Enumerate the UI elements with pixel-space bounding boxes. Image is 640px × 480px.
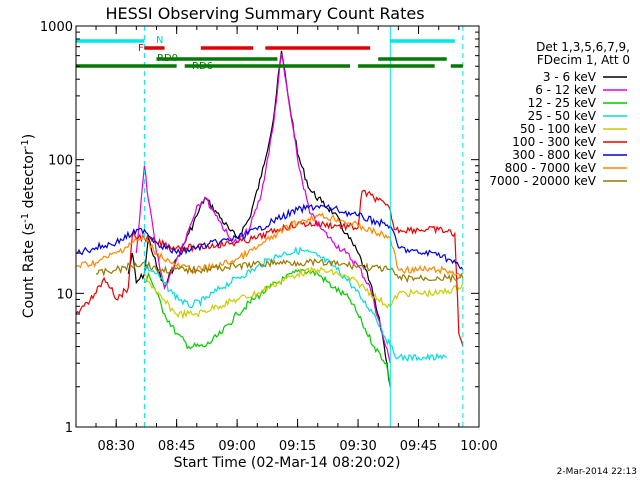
- legend-label-5: 100 - 300 keV: [512, 135, 596, 149]
- series-line-4: [143, 266, 464, 320]
- x-tick-label-2: 09:00: [218, 439, 255, 454]
- legend-label-1: 6 - 12 keV: [535, 83, 597, 97]
- legend-label-4: 50 - 100 keV: [520, 122, 597, 136]
- x-tick-label-1: 08:45: [158, 439, 195, 454]
- chart-marks: N F RD0 RD6: [75, 26, 464, 427]
- chart-title: HESSI Observing Summary Count Rates: [105, 4, 424, 23]
- series-line-5: [75, 189, 464, 347]
- flag-label-f: F: [138, 43, 144, 54]
- flag-label-rd6: RD6: [192, 61, 213, 72]
- legend-label-6: 300 - 800 keV: [512, 148, 596, 162]
- y-axis-label-main: Count Rate (s: [21, 223, 37, 318]
- y-axis-label-exp2: -1: [20, 139, 31, 149]
- y-tick-label-1: 10: [56, 287, 73, 302]
- x-tick-label-4: 09:30: [339, 439, 376, 454]
- flag-label-rd0: RD0: [157, 53, 178, 64]
- y-tick-label-0: 1: [65, 421, 73, 436]
- legend-label-2: 12 - 25 keV: [528, 96, 597, 110]
- legend-label-8: 7000 - 20000 keV: [489, 174, 596, 188]
- legend-label-0: 3 - 6 keV: [543, 70, 597, 84]
- series-line-7: [75, 212, 463, 278]
- x-axis: 08:30 08:45 09:00 09:15 09:30 09:45 10:00: [95, 26, 498, 454]
- x-tick-label-0: 08:30: [97, 439, 134, 454]
- x-tick-label-3: 09:15: [279, 439, 316, 454]
- series-line-1: [135, 53, 391, 364]
- legend-label-7: 800 - 7000 keV: [505, 161, 597, 175]
- series-line-3: [143, 246, 448, 362]
- y-tick-label-2: 100: [48, 154, 73, 169]
- date-stamp: 2-Mar-2014 22:13: [557, 467, 637, 477]
- y-axis: 1 10 100 1000: [40, 20, 479, 436]
- flag-label-n: N: [156, 35, 163, 46]
- y-axis-label-mid: detector: [21, 149, 37, 213]
- series-line-8: [95, 257, 464, 284]
- x-tick-label-5: 09:45: [400, 439, 437, 454]
- series-line-6: [75, 203, 464, 271]
- legend-header-2: FDecim 1, Att 0: [537, 53, 630, 67]
- y-axis-label-exp1: -1: [20, 213, 31, 223]
- legend-header-1: Det 1,3,5,6,7,9,: [536, 40, 630, 54]
- x-tick-label-6: 10:00: [460, 439, 497, 454]
- y-axis-label-end: ): [21, 134, 37, 139]
- legend-label-3: 25 - 50 keV: [528, 109, 597, 123]
- y-tick-label-3: 1000: [40, 20, 73, 35]
- y-axis-label: Count Rate (s-1 detector-1): [20, 134, 37, 318]
- x-axis-label: Start Time (02-Mar-14 08:20:02): [174, 455, 401, 471]
